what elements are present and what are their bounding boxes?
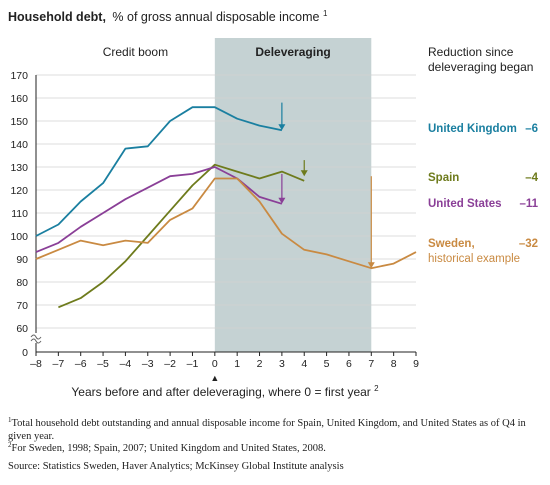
reduction-arrow-head <box>278 124 286 131</box>
x-tick-label: 3 <box>279 358 285 370</box>
series-line-3 <box>35 177 417 270</box>
x-tick-label: 4 <box>301 358 307 370</box>
y-tick-label: 60 <box>16 323 28 335</box>
footnote-1: 1Total household debt outstanding and an… <box>8 416 538 443</box>
reduction-value: –4 <box>525 172 538 184</box>
y-tick-label: 0 <box>22 347 28 359</box>
source-note: Source: Statistics Sweden, Haver Analyti… <box>8 460 344 472</box>
reduction-value: –11 <box>519 198 538 210</box>
axis-break-icon <box>30 334 42 344</box>
x-axis-title: Years before and after deleveraging, whe… <box>71 385 370 399</box>
series-labels: United Kingdom –6 Spain –4 United States –11 S… <box>428 123 539 265</box>
credit-boom-label: Credit boom <box>103 45 168 59</box>
chart-title-group: Household debt, % of gross annual dispos… <box>8 9 328 24</box>
chart-title: Household debt, <box>8 10 106 24</box>
y-tick-label: 70 <box>16 300 28 312</box>
y-tick-label: 90 <box>16 254 28 266</box>
reduction-value: –6 <box>525 123 538 135</box>
footnote-2-mark: 2 <box>8 441 12 449</box>
y-tick-label: 140 <box>10 139 28 151</box>
y-tick-label: 120 <box>10 185 28 197</box>
series-lines <box>35 106 417 309</box>
x-tick-label: –7 <box>53 358 65 370</box>
reduction-arrow-head <box>367 262 375 269</box>
series-label: United States <box>428 198 502 210</box>
reduction-arrow-head <box>278 197 286 204</box>
footnote-1-mark: 1 <box>8 416 12 424</box>
series-line-1 <box>58 163 305 309</box>
series-label-line2: historical example <box>428 253 520 265</box>
footnote-2: 2For Sweden, 1998; Spain, 2007; United K… <box>8 441 538 456</box>
y-tick-label: 100 <box>10 231 28 243</box>
series-line-0 <box>35 106 283 237</box>
reduction-arrows <box>278 102 375 269</box>
zero-year-marker: ▲ <box>210 373 219 383</box>
series-label: United Kingdom <box>428 123 517 135</box>
x-tick-label: –2 <box>164 358 176 370</box>
y-tick-label: 170 <box>10 70 28 82</box>
x-tick-label: 9 <box>413 358 419 370</box>
reduction-header-line: deleveraging began <box>428 60 533 74</box>
x-axis-title-group: Years before and after deleveraging, whe… <box>71 384 379 399</box>
x-tick-label: 5 <box>324 358 330 370</box>
x-tick-label: –1 <box>187 358 199 370</box>
x-axis: –8 –7 –6 –5 –4 –3 –2 –1 0 1 2 3 4 5 6 7 8 9 <box>30 351 419 370</box>
reduction-header: Reduction since deleveraging began <box>428 45 533 74</box>
y-axis: 0 60 70 80 90 100 110 120 130 140 150 160 170 <box>10 70 42 359</box>
deleveraging-region <box>214 38 372 352</box>
x-tick-label: 2 <box>257 358 263 370</box>
x-tick-label: 7 <box>368 358 374 370</box>
x-tick-label: –5 <box>97 358 109 370</box>
series-label: Sweden, <box>428 238 475 250</box>
y-tick-label: 150 <box>10 116 28 128</box>
reduction-value: –32 <box>519 238 538 250</box>
chart-title-footnote-mark: 1 <box>323 9 328 18</box>
footnote-1-text: Total household debt outstanding and ann… <box>8 418 526 442</box>
gridlines <box>36 74 416 329</box>
y-tick-label: 110 <box>11 208 28 220</box>
x-tick-label: 8 <box>391 358 397 370</box>
reduction-arrow-head <box>300 170 308 177</box>
x-tick-label: 1 <box>234 358 240 370</box>
x-tick-label: –8 <box>30 358 42 370</box>
chart-subtitle: % of gross annual disposable income <box>112 10 319 24</box>
x-tick-label: –3 <box>142 358 154 370</box>
footnotes: 1Total household debt outstanding and an… <box>8 416 538 473</box>
deleveraging-label: Deleveraging <box>255 45 330 59</box>
x-tick-label: –4 <box>120 358 132 370</box>
series-label: Spain <box>428 172 459 184</box>
x-tick-label: 6 <box>346 358 352 370</box>
y-tick-label: 80 <box>16 277 28 289</box>
x-tick-label: –6 <box>75 358 87 370</box>
x-tick-label: 0 <box>212 358 218 370</box>
footnote-2-text: For Sweden, 1998; Spain, 2007; United Ki… <box>11 443 326 454</box>
household-debt-chart: Household debt, % of gross annual dispos… <box>8 9 539 399</box>
y-tick-label: 130 <box>10 162 28 174</box>
x-axis-footnote-mark: 2 <box>374 384 379 393</box>
reduction-header-line: Reduction since <box>428 45 514 59</box>
y-tick-label: 160 <box>10 93 28 105</box>
